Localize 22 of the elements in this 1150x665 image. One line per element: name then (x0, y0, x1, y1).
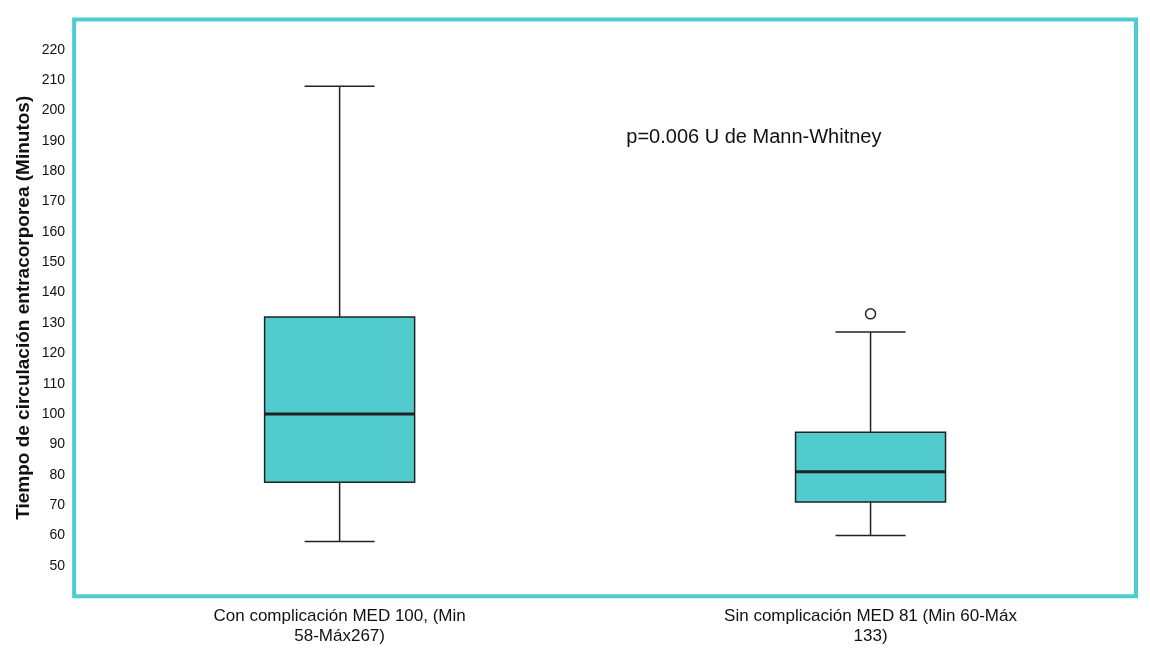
y-tick-label: 50 (49, 556, 66, 573)
y-tick-label: 160 (41, 222, 66, 239)
x-tick-label: Con complicación MED 100, (Min 58-Máx267) (213, 606, 466, 646)
y-tick-label: 150 (41, 253, 66, 270)
y-tick-label: 190 (41, 131, 66, 148)
y-tick-label: 80 (49, 465, 66, 482)
x-tick-label: Sin complicación MED 81 (Min 60-Máx 133) (724, 606, 1018, 646)
y-tick-label: 210 (41, 70, 66, 87)
y-tick-label: 200 (41, 101, 66, 118)
y-tick-label: 110 (42, 374, 66, 391)
y-axis-title: Tiempo de circulación entracorporea (Minutos) (11, 95, 33, 520)
y-tick-label: 140 (41, 283, 66, 300)
y-tick-label: 90 (49, 435, 66, 452)
y-tick-label: 170 (41, 192, 66, 209)
y-tick-label: 130 (41, 313, 66, 330)
y-tick-label: 100 (41, 404, 66, 421)
y-tick-label: 120 (41, 344, 66, 361)
y-tick-label: 220 (41, 40, 66, 57)
y-tick-label: 70 (49, 495, 66, 512)
annotation: p=0.006 U de Mann-Whitney (626, 124, 882, 147)
y-tick-label: 180 (41, 162, 66, 179)
y-tick-label: 60 (49, 526, 66, 543)
